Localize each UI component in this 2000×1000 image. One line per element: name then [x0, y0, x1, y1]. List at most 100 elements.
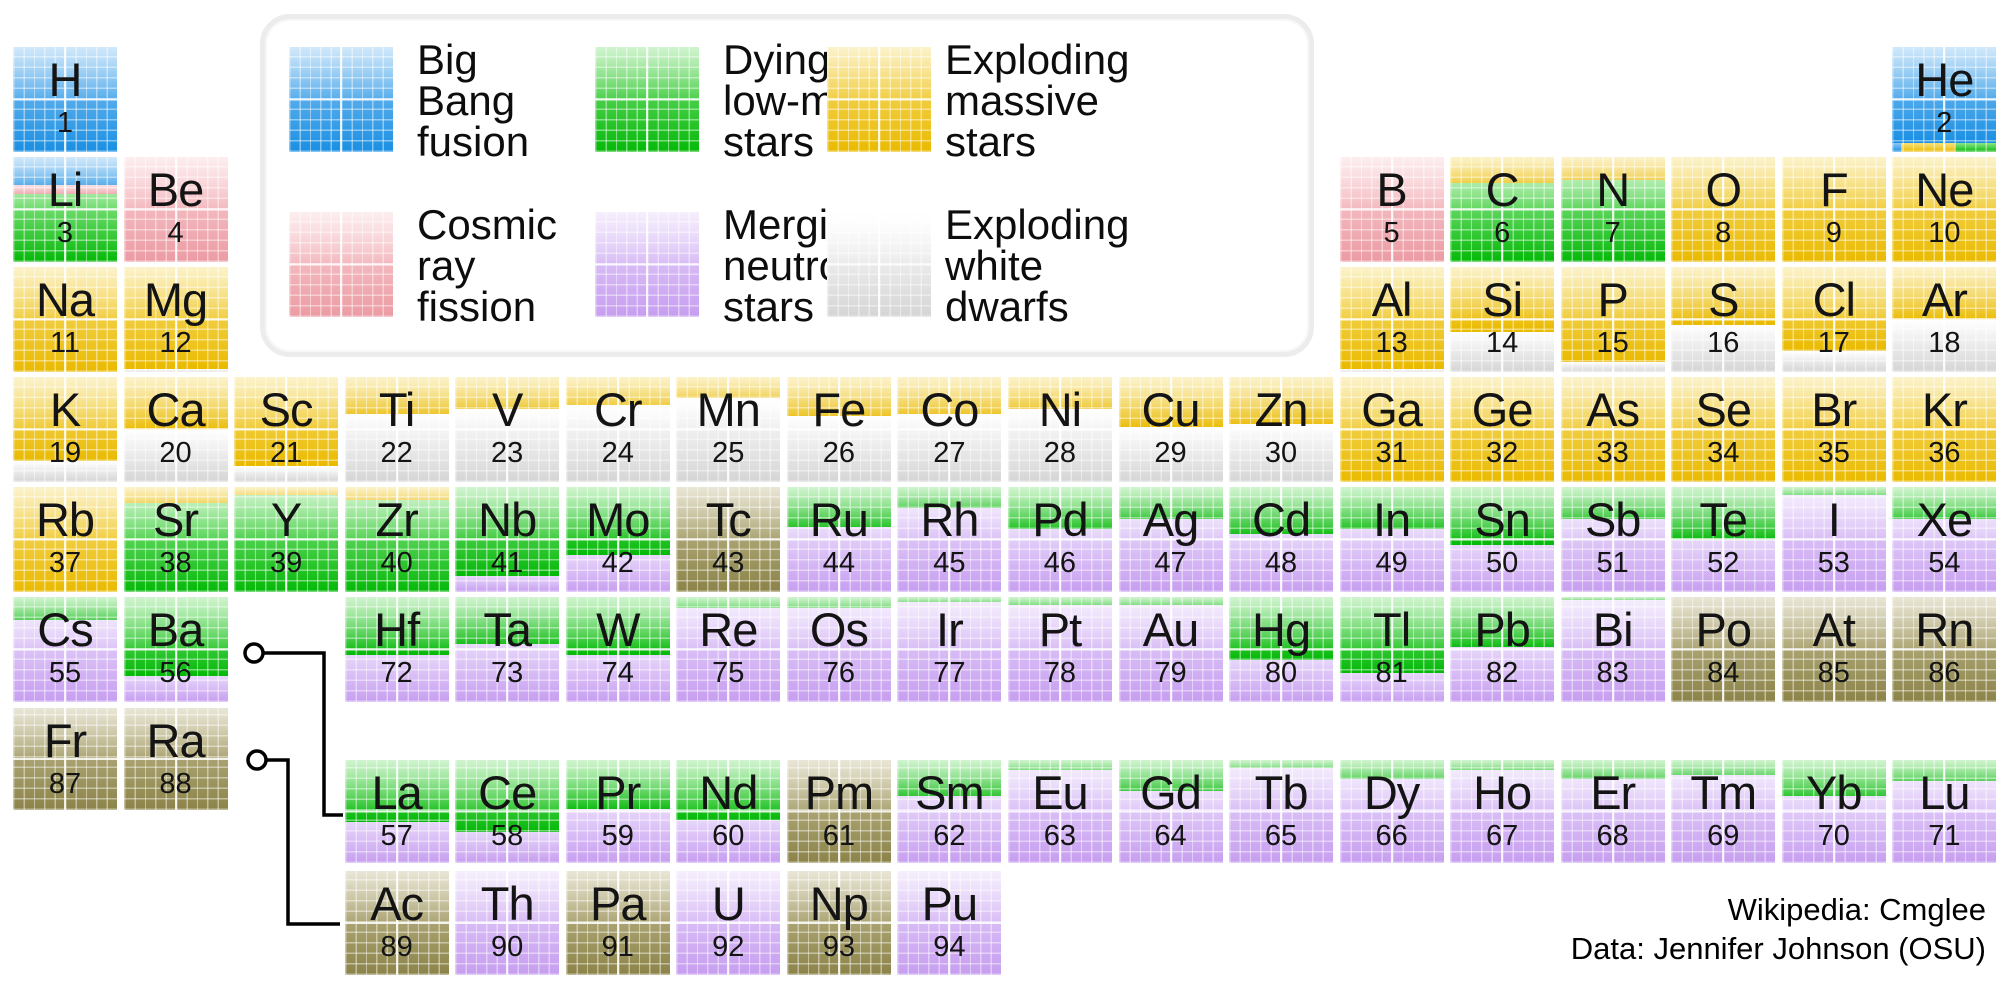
- element-atomic-number: 70: [1817, 820, 1850, 852]
- element-symbol: Ti: [378, 383, 415, 436]
- element-symbol: Ba: [147, 603, 205, 656]
- element-symbol: In: [1372, 493, 1411, 546]
- element-atomic-number: 48: [1264, 547, 1298, 579]
- element-symbol: Np: [809, 877, 869, 930]
- element-symbol: Te: [1699, 493, 1748, 546]
- element-symbol: Yb: [1806, 766, 1863, 819]
- element-atomic-number: 93: [822, 931, 855, 963]
- attribution-line-1: Wikipedia: Cmglee: [1727, 892, 1986, 927]
- element-symbol: Rn: [1915, 603, 1974, 656]
- element-symbol: Tc: [705, 493, 752, 546]
- element-atomic-number: 24: [601, 437, 634, 469]
- element-symbol: Pt: [1038, 603, 1082, 656]
- element-atomic-number: 10: [1928, 217, 1961, 249]
- element-symbol: Nb: [478, 493, 537, 546]
- attribution-line-2: Data: Jennifer Johnson (OSU): [1570, 931, 1986, 966]
- element-atomic-number: 59: [601, 820, 634, 852]
- element-symbol: Fr: [43, 714, 87, 767]
- element-symbol: Cl: [1812, 273, 1856, 326]
- element-symbol: Cs: [37, 603, 93, 656]
- element-symbol: Se: [1695, 383, 1753, 436]
- element-atomic-number: 46: [1043, 547, 1077, 579]
- element-symbol: Mn: [696, 383, 761, 436]
- element-symbol: Zr: [375, 493, 418, 546]
- element-atomic-number: 62: [933, 820, 966, 852]
- element-symbol: Xe: [1916, 493, 1974, 546]
- element-atomic-number: 11: [49, 327, 81, 359]
- element-symbol: Fe: [812, 383, 866, 436]
- element-atomic-number: 3: [56, 217, 74, 249]
- connector-circle-lanthanides: [243, 642, 265, 664]
- element-symbol: K: [49, 383, 81, 436]
- element-symbol: O: [1705, 163, 1742, 216]
- element-atomic-number: 18: [1928, 327, 1961, 359]
- element-atomic-number: 57: [380, 820, 413, 852]
- element-symbol: Sc: [259, 383, 314, 436]
- element-symbol: Ca: [146, 383, 206, 436]
- element-symbol: B: [1376, 163, 1407, 216]
- element-atomic-number: 19: [48, 437, 82, 469]
- element-symbol: Bi: [1592, 603, 1634, 656]
- element-symbol: U: [711, 877, 746, 930]
- element-atomic-number: 14: [1486, 327, 1519, 359]
- element-symbol: Ho: [1473, 766, 1532, 819]
- element-symbol: Ar: [1921, 273, 1968, 326]
- element-symbol: C: [1485, 163, 1520, 216]
- element-symbol: Pr: [595, 766, 641, 819]
- element-symbol: Kr: [1921, 383, 1968, 436]
- element-symbol: Th: [480, 877, 535, 930]
- element-symbol: He: [1915, 53, 1974, 106]
- element-symbol: Cu: [1141, 383, 1200, 436]
- element-atomic-number: 76: [822, 657, 855, 689]
- element-atomic-number: 94: [933, 931, 966, 963]
- element-atomic-number: 79: [1154, 657, 1187, 689]
- element-symbol: Sb: [1584, 493, 1642, 546]
- element-symbol: W: [596, 603, 640, 656]
- element-symbol: V: [492, 383, 523, 436]
- element-symbol: Tm: [1690, 766, 1757, 819]
- element-symbol: Co: [920, 383, 979, 436]
- legend-label-bb: Big Bang fusion: [417, 36, 530, 165]
- element-symbol: Si: [1482, 273, 1523, 326]
- element-symbol: Ge: [1471, 383, 1534, 436]
- element-atomic-number: 2: [1936, 107, 1953, 139]
- element-atomic-number: 39: [269, 547, 303, 579]
- element-symbol: Ce: [478, 766, 537, 819]
- element-atomic-number: 50: [1486, 547, 1519, 579]
- element-atomic-number: 88: [159, 768, 192, 800]
- element-symbol: Ir: [936, 603, 964, 656]
- element-atomic-number: 51: [1596, 547, 1629, 579]
- element-atomic-number: 64: [1154, 820, 1187, 852]
- element-atomic-number: 6: [1494, 217, 1511, 249]
- element-atomic-number: 56: [159, 657, 192, 689]
- element-symbol: Ac: [370, 877, 424, 930]
- element-atomic-number: 34: [1707, 437, 1740, 469]
- element-symbol: Pm: [804, 766, 875, 819]
- element-atomic-number: 53: [1817, 547, 1850, 579]
- element-atomic-number: 25: [712, 437, 745, 469]
- element-atomic-number: 90: [491, 931, 524, 963]
- element-atomic-number: 68: [1596, 820, 1629, 852]
- element-symbol: N: [1596, 163, 1630, 216]
- element-atomic-number: 23: [491, 437, 524, 469]
- element-atomic-number: 67: [1486, 820, 1519, 852]
- element-atomic-number: 31: [1375, 437, 1408, 469]
- element-atomic-number: 84: [1707, 657, 1740, 689]
- element-atomic-number: 74: [601, 657, 634, 689]
- element-atomic-number: 37: [48, 547, 82, 579]
- element-atomic-number: 44: [822, 547, 855, 579]
- element-atomic-number: 85: [1817, 657, 1850, 689]
- element-atomic-number: 60: [712, 820, 745, 852]
- element-atomic-number: 36: [1928, 437, 1961, 469]
- element-atomic-number: 33: [1596, 437, 1629, 469]
- element-symbol: P: [1597, 273, 1629, 326]
- element-atomic-number: 35: [1817, 437, 1850, 469]
- element-symbol: Dy: [1363, 766, 1420, 819]
- connector-circle-actinides: [246, 749, 268, 771]
- element-atomic-number: 72: [380, 657, 413, 689]
- element-atomic-number: 1: [56, 107, 74, 139]
- element-atomic-number: 29: [1154, 437, 1187, 469]
- element-symbol: Cr: [593, 383, 643, 436]
- element-symbol: Mo: [586, 493, 650, 546]
